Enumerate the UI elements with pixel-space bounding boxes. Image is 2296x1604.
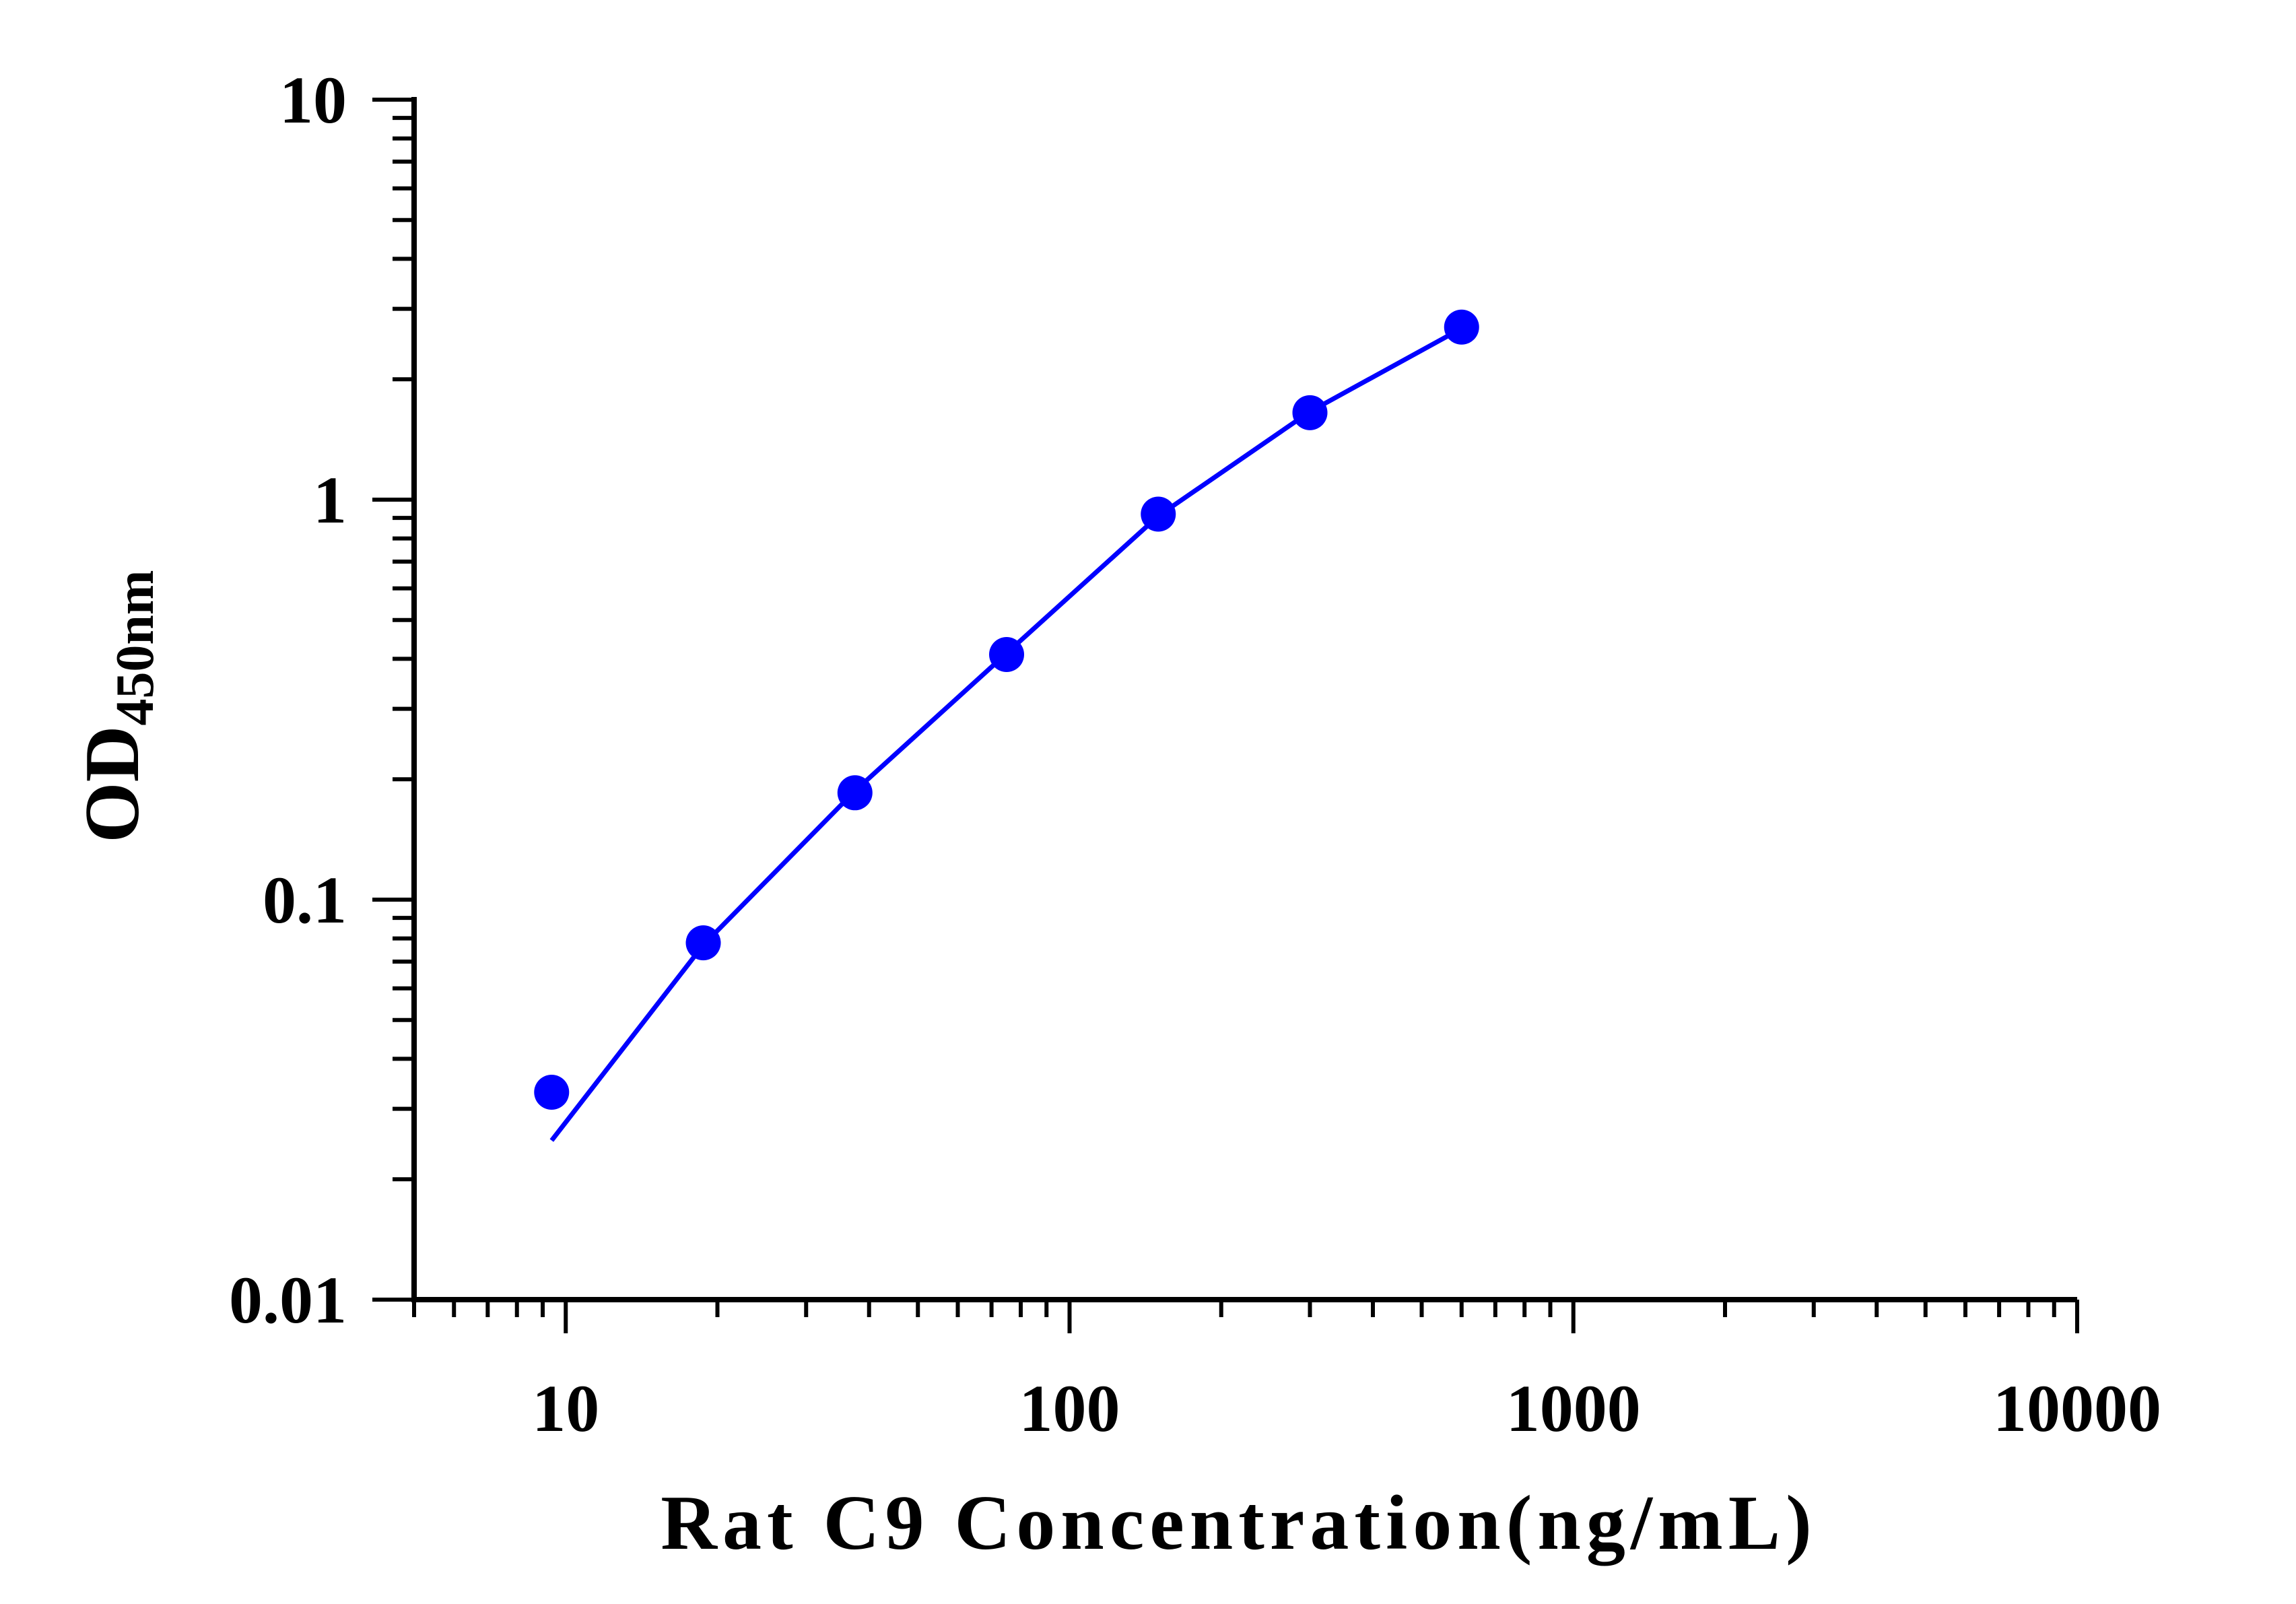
x-axis-title: Rat C9 Concentration(ng/mL) (661, 1480, 1817, 1566)
x-tick-label: 10000 (1993, 1371, 2161, 1446)
y-tick-label: 10 (279, 63, 347, 137)
data-point (989, 637, 1025, 673)
data-point (685, 925, 721, 961)
tick-labels-layer: 0.01 0.1 1 10 10 100 1000 10000 (229, 63, 2161, 1446)
y-tick-label: 1 (313, 463, 347, 537)
y-tick-label: 0.1 (263, 863, 347, 937)
data-points-layer (534, 309, 1479, 1110)
y-axis-title-subscript: 450nm (106, 570, 165, 725)
ticks-layer (372, 98, 2079, 1333)
data-point (1292, 395, 1328, 430)
data-point (1444, 309, 1479, 345)
x-tick-label: 100 (1019, 1371, 1120, 1446)
x-tick-label: 10 (532, 1371, 599, 1446)
y-tick-label: 0.01 (229, 1263, 347, 1337)
data-point (1141, 496, 1176, 532)
y-axis-title: OD450nm (69, 570, 165, 842)
y-axis-title-main: OD (69, 726, 156, 843)
data-point (534, 1075, 570, 1110)
x-tick-label: 1000 (1506, 1371, 1641, 1446)
fit-curve (549, 326, 1463, 1142)
data-point (837, 775, 873, 811)
